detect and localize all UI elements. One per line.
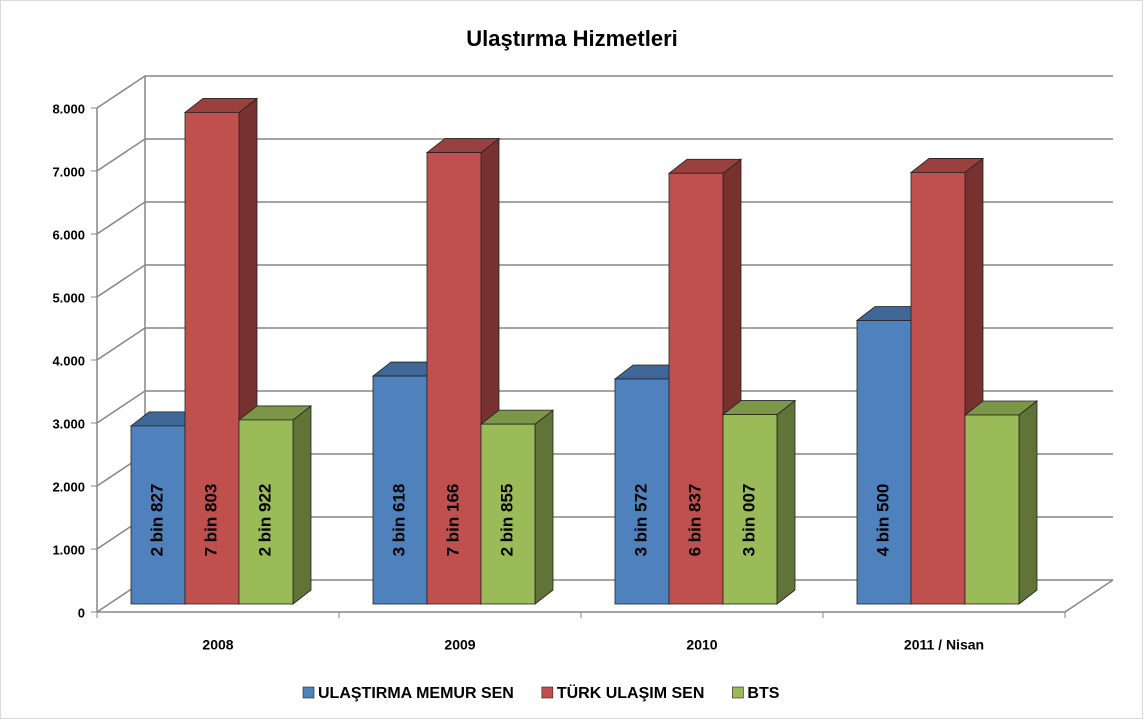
y-tick-label: 2.000: [52, 479, 85, 494]
bar-front: [372, 375, 428, 605]
x-tick-label: 2011 / Nisan: [904, 637, 984, 653]
bar-front: [130, 425, 186, 605]
y-tick-label: 4.000: [52, 353, 85, 368]
x-tick-label: 2008: [202, 637, 233, 653]
y-tick-label: 8.000: [52, 101, 85, 116]
bar-side: [292, 405, 312, 605]
value-label: 7 bin 803: [201, 484, 220, 557]
bar-front: [426, 152, 482, 605]
y-tick-label: 1.000: [52, 542, 85, 557]
bar: [909, 157, 985, 605]
bar: [963, 400, 1039, 605]
bar: [721, 399, 797, 605]
y-tick-label: 5.000: [52, 290, 85, 305]
legend-swatch: [732, 686, 744, 699]
legend-swatch: [302, 686, 315, 699]
bar-front: [614, 378, 670, 605]
bar-front: [238, 419, 294, 605]
bar-front: [668, 172, 724, 605]
legend-swatch: [541, 686, 554, 699]
value-label: 6 bin 837: [685, 484, 704, 557]
bar-side: [1018, 400, 1038, 605]
bar-front: [480, 423, 536, 605]
value-label: 3 bin 618: [389, 484, 408, 557]
bar-side: [534, 409, 554, 605]
bar-front: [856, 320, 912, 605]
y-tick-label: 3.000: [52, 416, 85, 431]
bar: [237, 405, 313, 605]
chart-title: Ulaştırma Hizmetleri: [466, 26, 678, 51]
bar: [479, 409, 555, 605]
value-label: 2 bin 827: [147, 484, 166, 557]
bar-front: [184, 112, 240, 605]
value-label: 3 bin 572: [631, 484, 650, 557]
value-label: 2 bin 855: [497, 484, 516, 557]
y-tick-label: 7.000: [52, 164, 85, 179]
x-tick-label: 2010: [686, 637, 717, 653]
bar-side: [776, 399, 796, 605]
bar-front: [722, 414, 778, 605]
bar: [425, 137, 501, 605]
legend-label: BTS: [747, 685, 779, 702]
bar-front: [964, 414, 1020, 605]
legend-label: ULAŞTIRMA MEMUR SEN: [318, 685, 514, 702]
value-label: 4 bin 500: [873, 484, 892, 557]
bar-front: [910, 172, 966, 605]
y-tick-label: 6.000: [52, 227, 85, 242]
y-tick-label: 0: [78, 605, 85, 620]
value-label: 7 bin 166: [443, 484, 462, 557]
value-label: 3 bin 007: [739, 484, 758, 557]
legend-label: TÜRK ULAŞIM SEN: [557, 683, 705, 702]
x-tick-label: 2009: [444, 637, 475, 653]
value-label: 2 bin 922: [255, 484, 274, 557]
